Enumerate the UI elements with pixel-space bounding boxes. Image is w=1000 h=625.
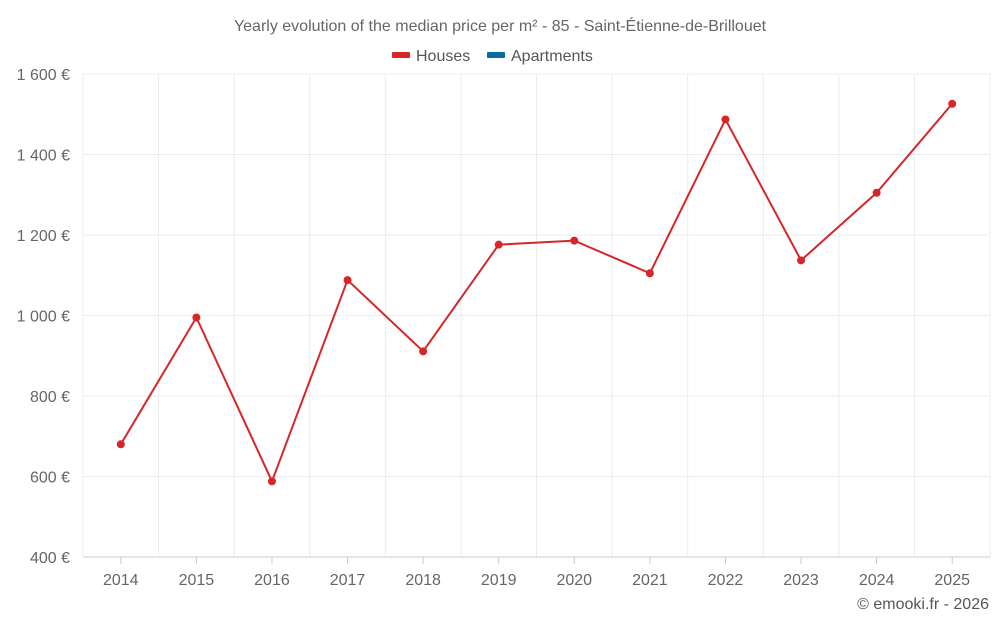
chart-title: Yearly evolution of the median price per… (234, 16, 767, 35)
data-point-houses[interactable] (343, 276, 352, 285)
x-tick-label: 2024 (859, 572, 895, 589)
legend-swatch-houses (392, 52, 410, 58)
legend-swatch-apartments (487, 52, 505, 58)
x-tick-label: 2020 (556, 572, 592, 589)
data-point-houses[interactable] (494, 240, 503, 249)
data-point-houses[interactable] (192, 313, 201, 322)
data-point-houses[interactable] (721, 115, 730, 124)
x-tick-label: 2018 (405, 572, 441, 589)
data-point-houses[interactable] (645, 269, 654, 278)
credit: © emooki.fr - 2026 (857, 596, 989, 613)
x-tick-label: 2017 (330, 572, 366, 589)
legend-item-houses[interactable]: Houses (392, 48, 470, 65)
series-line-houses (119, 103, 953, 483)
data-point-houses[interactable] (116, 440, 125, 449)
legend-label-houses: Houses (416, 48, 470, 65)
legend: Houses Apartments (392, 48, 593, 65)
data-point-houses[interactable] (797, 256, 806, 265)
y-tick-label: 1 200 € (17, 228, 70, 245)
legend-item-apartments[interactable]: Apartments (487, 48, 593, 65)
data-point-houses[interactable] (267, 477, 276, 486)
x-tick-label: 2021 (632, 572, 668, 589)
x-tick-label: 2015 (179, 572, 215, 589)
y-tick-label: 1 000 € (17, 309, 70, 326)
y-axis-labels: 400 € 600 € 800 € 1 000 € 1 200 € 1 400 € 1 60… (17, 67, 70, 567)
data-point-houses[interactable] (570, 236, 579, 245)
axes (83, 556, 990, 564)
x-tick-label: 2022 (708, 572, 744, 589)
y-tick-label: 600 € (30, 470, 70, 487)
legend-label-apartments: Apartments (511, 48, 593, 65)
x-axis-labels: 2014 2015 2016 2017 2018 2019 2020 2021 2022 2023… (103, 572, 970, 589)
data-point-houses[interactable] (419, 347, 428, 356)
x-tick-label: 2014 (103, 572, 139, 589)
y-tick-label: 400 € (30, 550, 70, 567)
x-tick-label: 2025 (934, 572, 970, 589)
y-tick-label: 1 400 € (17, 148, 70, 165)
y-tick-label: 1 600 € (17, 67, 70, 84)
x-tick-label: 2019 (481, 572, 517, 589)
series-houses (116, 99, 957, 486)
data-point-houses[interactable] (948, 99, 957, 108)
x-tick-label: 2016 (254, 572, 290, 589)
y-tick-label: 800 € (30, 389, 70, 406)
x-tick-label: 2023 (783, 572, 819, 589)
grid (82, 73, 991, 557)
data-point-houses[interactable] (872, 188, 881, 197)
